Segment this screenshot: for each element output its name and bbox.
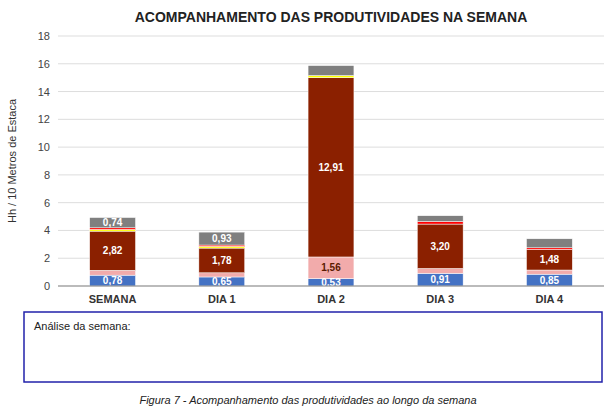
bar-segment: [199, 248, 245, 273]
data-label: 12,91: [318, 162, 343, 173]
bar-segment: [308, 66, 354, 76]
x-tick-label: DIA 1: [208, 293, 236, 305]
bar-segment: [526, 270, 572, 274]
title: ACOMPANHAMENTO DAS PRODUTIVIDADES NA SEM…: [135, 9, 528, 25]
bar-segment: [199, 246, 245, 248]
y-tick-label: 2: [44, 252, 50, 264]
grid-line: [58, 286, 604, 287]
data-label: 1,48: [540, 254, 560, 265]
data-label: 0,85: [540, 275, 560, 286]
bar-segment: [199, 232, 245, 245]
y-tick-label: 18: [38, 30, 50, 42]
y-axis-label: Hh / 10 Metros de Estaca: [6, 98, 18, 223]
data-label: 0,93: [212, 233, 232, 244]
bar-segment: [526, 274, 572, 286]
y-tick-label: 16: [38, 58, 50, 70]
bar-segment: [90, 231, 136, 270]
data-label: 0,65: [212, 276, 232, 287]
data-label: 0,78: [103, 275, 123, 286]
data-label: 0,74: [103, 217, 123, 228]
y-tick-label: 12: [38, 113, 50, 125]
y-tick-label: 10: [38, 141, 50, 153]
grid-line: [58, 36, 604, 37]
caption: Figura 7 - Acompanhamento das produtivid…: [139, 394, 476, 406]
bar-segment: [417, 222, 463, 225]
data-label: 0,91: [430, 274, 450, 285]
x-tick-label: SEMANA: [89, 293, 137, 305]
chart: ACOMPANHAMENTO DAS PRODUTIVIDADES NA SEM…: [0, 0, 616, 418]
bar-segment: [526, 248, 572, 250]
y-tick-label: 14: [38, 86, 50, 98]
y-tick-label: 0: [44, 280, 50, 292]
y-tick-label: 4: [44, 224, 50, 236]
data-label: 1,78: [212, 255, 232, 266]
x-tick-label: DIA 2: [317, 293, 345, 305]
data-label: 1,56: [321, 262, 341, 273]
data-label: 2,82: [103, 245, 123, 256]
x-tick-label: DIA 4: [536, 293, 565, 305]
grid-line: [58, 63, 604, 64]
bar-segment: [526, 239, 572, 248]
bar-segment: [417, 216, 463, 222]
data-label: 3,20: [430, 241, 450, 252]
bar-segment: [417, 224, 463, 268]
bar-segment: [308, 78, 354, 257]
bar-segment: [90, 275, 136, 286]
y-tick-label: 6: [44, 197, 50, 209]
bar-segment: [308, 76, 354, 78]
bar-segment: [199, 277, 245, 286]
bar-segment: [526, 249, 572, 270]
grid: [58, 36, 604, 286]
bar-segment: [90, 218, 136, 228]
bar-segment: [90, 229, 136, 231]
bar-segment: [417, 269, 463, 274]
bar-segment: [417, 273, 463, 286]
analysis-box: [24, 312, 602, 382]
x-tick-label: DIA 3: [426, 293, 454, 305]
x-axis-line: [58, 286, 604, 287]
bars: [90, 66, 573, 286]
chart-container: ACOMPANHAMENTO DAS PRODUTIVIDADES NA SEM…: [0, 0, 616, 418]
data-labels: 0,780,650,530,910,851,562,821,7812,913,2…: [103, 162, 560, 288]
y-tick-label: 8: [44, 169, 50, 181]
bar-segment: [308, 257, 354, 279]
annotation: Análise da semana:: [34, 320, 131, 332]
